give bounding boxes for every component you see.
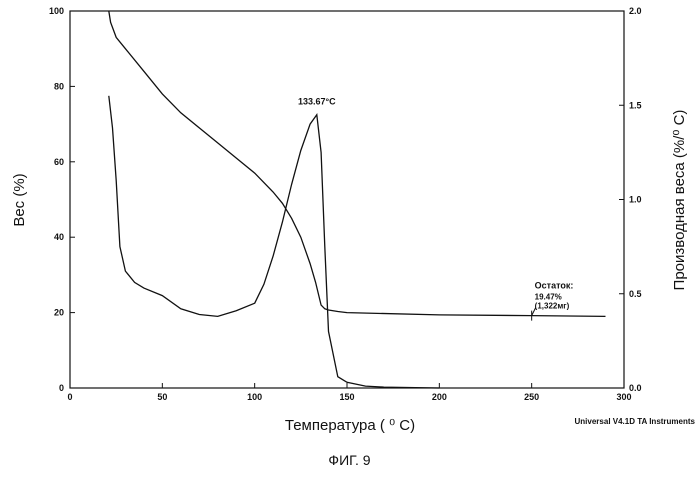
- x-tick-label: 300: [616, 392, 631, 402]
- x-tick-label: 200: [432, 392, 447, 402]
- y-tick-label: 20: [54, 308, 64, 318]
- y-tick-label: 100: [49, 6, 64, 16]
- x-axis-title: Температура ( ⁰ С): [285, 417, 415, 434]
- y-right-tick-label: 2.0: [629, 6, 642, 16]
- x-tick-label: 50: [157, 392, 167, 402]
- x-tick-label: 0: [67, 392, 72, 402]
- x-tick-label: 150: [339, 392, 354, 402]
- residue-percent: 19.47%: [535, 293, 562, 302]
- residue-label: Остаток:: [535, 281, 574, 291]
- residue-mass: (1,322мг): [535, 302, 570, 311]
- y-right-axis-title: Производная веса (%/⁰ С): [671, 110, 688, 291]
- y-right-tick-label: 1.5: [629, 100, 642, 110]
- y-tick-label: 0: [59, 383, 64, 393]
- y-right-tick-label: 1.0: [629, 195, 642, 205]
- y-right-axis-ticks: 0.0 0.5 1.0 1.5 2.0: [619, 6, 642, 393]
- tga-chart: 0 50 100 150 200 250 300 0 20 40 60 80 100 0.0 0.5 1.…: [0, 0, 699, 450]
- derivative-weight-line: [109, 96, 440, 388]
- y-right-tick-label: 0.5: [629, 289, 642, 299]
- instrument-label: Universal V4.1D TA Instruments: [575, 417, 696, 426]
- y-axis-ticks: 0 20 40 60 80 100: [49, 6, 75, 393]
- x-axis-ticks: 0 50 100 150 200 250 300: [67, 383, 631, 402]
- y-tick-label: 40: [54, 232, 64, 242]
- weight-percent-line: [109, 11, 606, 316]
- x-tick-label: 100: [247, 392, 262, 402]
- peak-label: 133.67°C: [298, 97, 336, 107]
- y-tick-label: 80: [54, 81, 64, 91]
- series-layer: [109, 11, 606, 388]
- y-right-tick-label: 0.0: [629, 383, 642, 393]
- figure-caption: ФИГ. 9: [0, 452, 699, 468]
- y-tick-label: 60: [54, 157, 64, 167]
- x-tick-label: 250: [524, 392, 539, 402]
- plot-frame: [70, 11, 624, 388]
- y-axis-title: Вес (%): [11, 173, 28, 226]
